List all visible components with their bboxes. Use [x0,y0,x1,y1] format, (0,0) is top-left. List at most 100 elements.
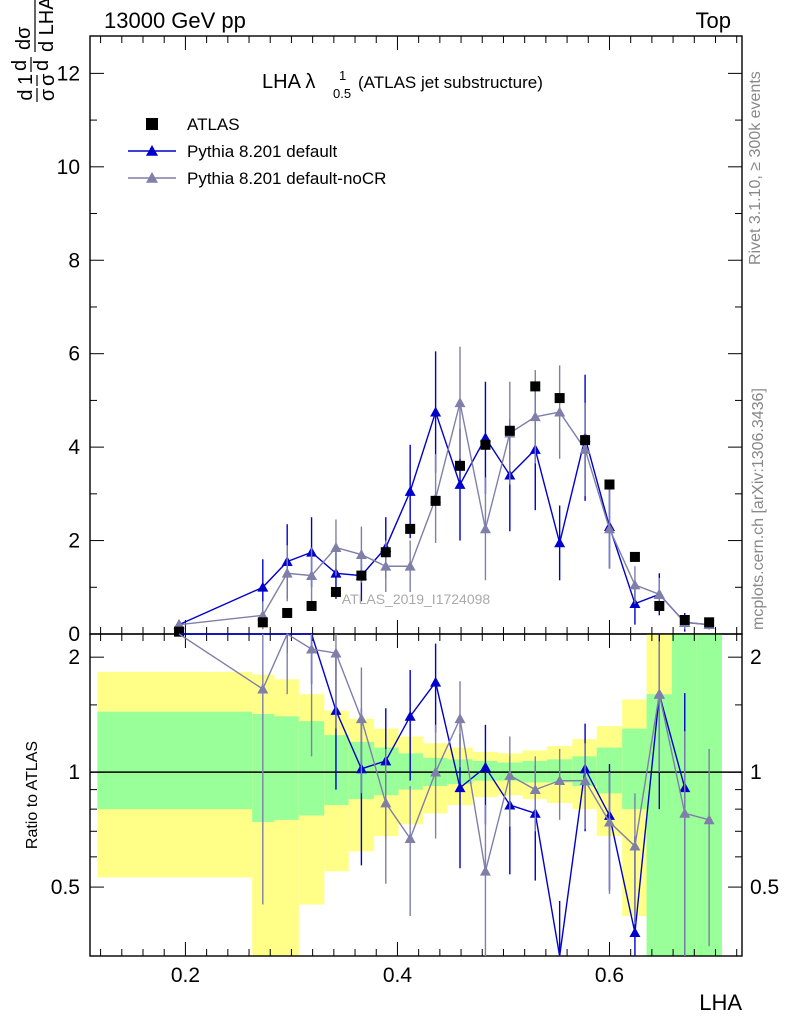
ratio-data-point [479,865,491,876]
svg-text:d: d [31,60,53,71]
main-data-point-atlas [405,523,416,534]
rivet-version-label: Rivet 3.1.10, ≥ 300k events [747,71,764,265]
legend-marker-atlas [146,118,158,130]
plot-title: LHA λ 1 0.5 (ATLAS jet substructure) [262,68,543,101]
legend: ATLAS Pythia 8.201 default Pythia 8.201 de… [128,115,386,188]
main-y-axis-label: d σ 1 σ d d dσ d LHA [9,0,59,102]
main-data-point-atlas [306,600,317,611]
main-data-point [579,443,591,454]
main-data-point [173,619,185,630]
main-data-point-atlas [530,381,541,392]
main-data-point [554,406,566,417]
main-data-point [554,537,566,548]
ratio-data-point [454,782,466,793]
main-data-point-atlas [629,551,640,562]
svg-text:dσ: dσ [13,26,35,50]
ratio-series-layer [178,632,715,957]
ratio-data-point [430,676,442,687]
ratio-y-tick-label-left: 0.5 [51,876,80,899]
main-data-point-atlas [356,570,367,581]
plot-title-subscript: 0.5 [333,86,351,101]
ratio-x-tick-label: 0.4 [383,964,413,987]
ratio-data-point [629,927,641,938]
main-y-tick-label: 8 [68,249,80,272]
main-data-point [629,579,641,590]
ratio-y-tick-label-right: 2 [750,646,762,669]
main-y-tick-label: 12 [57,62,80,85]
plot-title-main: LHA λ [262,71,315,93]
main-data-point-atlas [654,600,665,611]
main-data-point-atlas [380,547,391,558]
main-data-point-atlas [330,586,341,597]
ratio-x-tick-label: 0.2 [171,964,200,987]
main-data-point [454,397,466,408]
ratio-data-point [454,713,466,724]
main-data-point-atlas [282,607,293,618]
legend-marker [146,172,158,183]
ratio-series-line [178,632,710,872]
main-data-point-atlas [554,393,565,404]
ratio-y-tick-label-right: 0.5 [750,876,779,899]
main-y-tick-label: 2 [68,530,80,553]
ratio-data-point [404,833,416,843]
ratio-inner-band-bin [274,716,299,820]
ratio-data-point [404,710,416,721]
main-data-point [281,567,293,578]
main-data-point-atlas [604,479,615,490]
ratio-data-point [479,761,491,772]
svg-text:LHA λ: LHA λ [262,71,315,93]
main-y-tick-label: 6 [68,343,80,366]
main-data-point-atlas [504,425,515,436]
ratio-data-point [330,647,342,658]
svg-text:d: d [9,60,31,71]
main-data-point-atlas [454,460,465,471]
main-data-point [306,570,318,581]
analysis-watermark: ATLAS_2019_I1724098 [342,591,491,607]
main-data-point [479,523,491,534]
legend-label: Pythia 8.201 default [187,142,338,161]
main-data-point [257,581,269,592]
main-data-point-atlas [679,614,690,625]
ratio-y-tick-label-right: 1 [750,761,762,784]
ratio-y-tick-label-left: 2 [68,646,80,669]
main-data-point [653,588,665,599]
main-data-point-atlas [174,626,185,637]
ratio-data-point [257,683,269,694]
ratio-data-point [355,713,367,724]
main-series-line [178,402,710,626]
main-y-tick-label: 4 [68,436,80,459]
main-y-tick-label: 10 [57,156,80,179]
main-data-point-atlas [704,617,715,628]
header-process-label: Top [696,8,731,33]
svg-text:σ: σ [37,73,59,86]
ratio-data-point [380,797,392,808]
main-series-layer [173,346,715,637]
main-data-point-atlas [430,495,441,506]
main-data-point [479,432,491,443]
ratio-data-point [504,769,516,780]
svg-text:d: d [15,89,37,100]
main-data-point-atlas [580,435,591,446]
main-data-point [330,542,342,552]
ratio-panel: 0.2 0.4 0.6 0.5 0.5 1 1 2 2 [51,633,779,987]
main-data-point-atlas [257,617,268,628]
ratio-data-point [430,766,442,777]
main-data-point-atlas [480,439,491,450]
legend-label: Pythia 8.201 default-noCR [187,169,386,188]
main-data-point [454,479,466,489]
ratio-frame [89,633,743,957]
ratio-data-point [529,784,541,795]
ratio-x-tick-label: 0.6 [595,964,624,987]
ratio-data-point [554,775,566,786]
main-data-point [257,609,269,620]
ratio-data-point [653,688,665,699]
main-data-point [404,486,416,496]
plot-title-superscript: 1 [339,68,346,83]
x-axis-label: LHA [699,990,742,1015]
ratio-y-tick-label-left: 1 [68,761,80,784]
ratio-inner-band-bin [97,711,253,810]
main-data-point [380,560,392,571]
legend-marker [146,145,158,156]
mcplots-label: mcplots.cern.ch [arXiv:1306.3436] [750,388,767,630]
